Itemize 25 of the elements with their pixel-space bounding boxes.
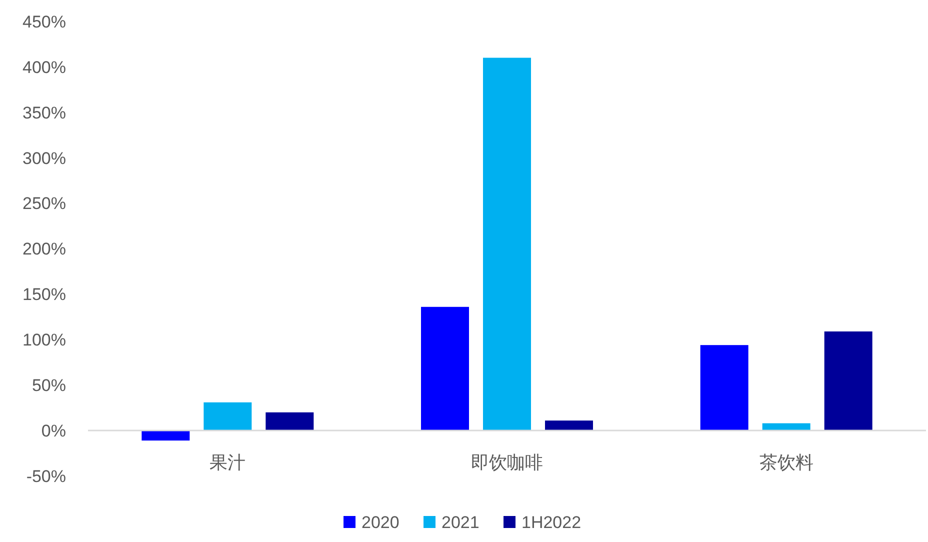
legend-label: 1H2022 <box>522 513 582 532</box>
y-tick-label: 100% <box>22 330 66 350</box>
bar <box>421 306 469 431</box>
y-tick-label: 250% <box>22 194 66 214</box>
legend-label: 2020 <box>362 513 400 532</box>
legend-label: 2021 <box>442 513 480 532</box>
x-tick-label: 果汁 <box>210 452 246 473</box>
y-tick-label: 350% <box>22 103 66 122</box>
y-tick-label: 400% <box>22 58 66 77</box>
bar <box>700 345 748 431</box>
bar <box>266 412 314 431</box>
x-tick-label: 茶饮料 <box>759 452 814 473</box>
bar <box>204 402 252 431</box>
bar <box>545 420 593 431</box>
y-tick-label: 200% <box>22 240 66 259</box>
bar <box>142 430 190 441</box>
y-tick-label: 300% <box>22 148 66 168</box>
y-tick-label: 450% <box>22 12 66 32</box>
y-tick-label: 150% <box>22 285 66 304</box>
y-tick-label: -50% <box>26 467 66 486</box>
bar <box>824 331 872 431</box>
x-tick-label: 即饮咖啡 <box>471 452 543 473</box>
bar <box>483 58 531 431</box>
y-tick-label: 0% <box>41 422 66 441</box>
y-tick-label: 50% <box>32 376 66 396</box>
